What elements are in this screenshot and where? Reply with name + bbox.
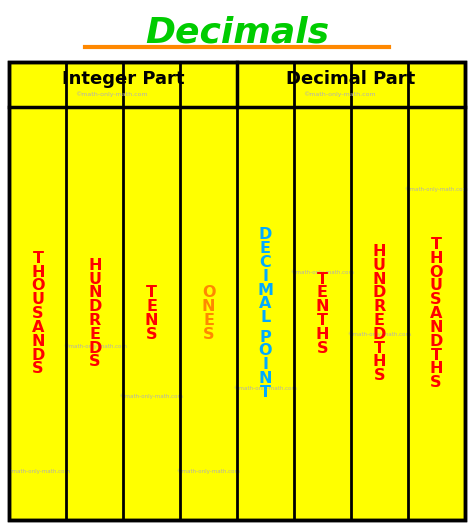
Text: C: C — [260, 255, 271, 270]
Text: E: E — [317, 286, 328, 300]
Text: H: H — [429, 251, 443, 266]
Text: Integer Part: Integer Part — [62, 70, 184, 88]
Text: N: N — [31, 334, 45, 349]
Text: E: E — [146, 299, 157, 314]
Text: S: S — [374, 368, 385, 383]
Text: T: T — [374, 341, 385, 355]
Text: M: M — [257, 282, 273, 298]
Text: O: O — [259, 343, 272, 359]
Text: Decimal Part: Decimal Part — [286, 70, 415, 88]
Text: T: T — [260, 385, 271, 400]
Text: A: A — [430, 306, 442, 321]
Text: O: O — [202, 286, 215, 300]
Text: T: T — [430, 348, 442, 363]
Text: H: H — [373, 354, 386, 370]
Text: T: T — [146, 286, 157, 300]
Text: P: P — [260, 330, 271, 344]
Text: E: E — [260, 241, 271, 256]
Text: N: N — [145, 313, 158, 328]
Text: E: E — [203, 313, 214, 328]
Text: D: D — [373, 286, 386, 300]
Text: D: D — [259, 227, 272, 243]
Text: E: E — [89, 327, 100, 342]
Text: S: S — [430, 292, 442, 307]
Text: A: A — [259, 297, 272, 311]
Text: E: E — [374, 313, 385, 328]
Text: S: S — [89, 354, 100, 370]
Text: H: H — [429, 361, 443, 376]
Text: S: S — [32, 306, 44, 321]
Text: N: N — [202, 299, 215, 314]
Text: A: A — [32, 320, 44, 335]
Text: H: H — [31, 265, 45, 280]
Text: ©math-only-math.com: ©math-only-math.com — [119, 393, 184, 399]
Text: N: N — [373, 271, 386, 287]
Text: O: O — [31, 278, 45, 293]
Text: S: S — [317, 341, 328, 355]
Text: D: D — [31, 348, 45, 363]
Text: Decimals: Decimals — [145, 16, 329, 50]
Text: ©math-only-math.com: ©math-only-math.com — [63, 344, 127, 350]
Text: T: T — [430, 237, 442, 252]
Text: I: I — [263, 357, 268, 372]
Text: ©math-only-math.com: ©math-only-math.com — [176, 468, 241, 474]
Text: N: N — [429, 320, 443, 335]
Text: N: N — [316, 299, 329, 314]
Text: I: I — [263, 269, 268, 284]
Text: D: D — [429, 334, 443, 349]
Text: D: D — [88, 341, 101, 355]
Text: ©math-only-math.com: ©math-only-math.com — [404, 187, 468, 192]
Text: S: S — [430, 375, 442, 390]
Text: ©math-only-math.com: ©math-only-math.com — [303, 91, 376, 97]
Text: U: U — [88, 271, 101, 287]
Text: U: U — [429, 278, 443, 293]
Text: U: U — [373, 258, 386, 272]
Text: N: N — [88, 286, 101, 300]
Text: ©math-only-math.com: ©math-only-math.com — [347, 331, 411, 337]
Text: D: D — [88, 299, 101, 314]
Text: O: O — [429, 265, 443, 280]
Text: S: S — [32, 361, 44, 376]
Text: ©math-only-math.com: ©math-only-math.com — [233, 385, 298, 391]
Text: T: T — [32, 251, 44, 266]
Text: N: N — [259, 371, 272, 386]
Text: U: U — [31, 292, 45, 307]
Text: S: S — [203, 327, 214, 342]
Text: ©math-only-math.com: ©math-only-math.com — [6, 468, 70, 474]
Text: ©math-only-math.com: ©math-only-math.com — [290, 269, 355, 275]
Text: H: H — [373, 244, 386, 259]
Text: ©math-only-math.com: ©math-only-math.com — [75, 91, 148, 97]
Text: T: T — [317, 271, 328, 287]
Text: R: R — [89, 313, 101, 328]
Text: L: L — [260, 310, 271, 325]
Text: D: D — [373, 327, 386, 342]
Text: H: H — [316, 327, 329, 342]
Text: H: H — [88, 258, 101, 272]
Text: R: R — [373, 299, 385, 314]
Text: T: T — [317, 313, 328, 328]
Text: S: S — [146, 327, 157, 342]
